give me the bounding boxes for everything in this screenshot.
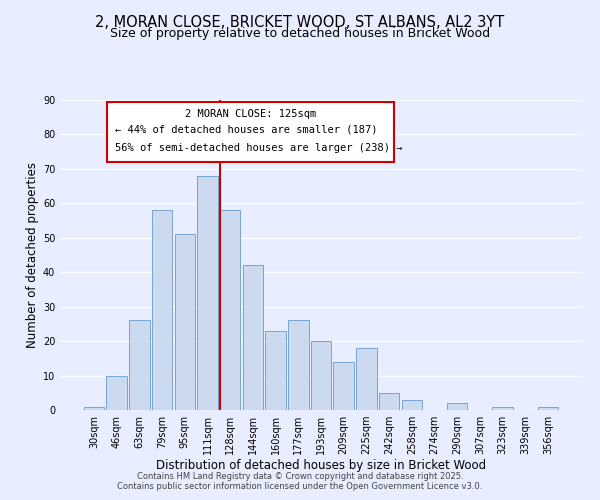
Bar [242,266,263,410]
Bar [493,406,513,410]
Bar [334,362,354,410]
Bar [401,400,422,410]
Text: 2 MORAN CLOSE: 125sqm: 2 MORAN CLOSE: 125sqm [185,110,316,120]
Bar [356,348,377,410]
Bar [175,234,195,410]
Bar [288,320,308,410]
Bar [265,331,286,410]
Bar [311,341,331,410]
Y-axis label: Number of detached properties: Number of detached properties [26,162,38,348]
Text: Size of property relative to detached houses in Bricket Wood: Size of property relative to detached ho… [110,28,490,40]
Bar [379,393,400,410]
Text: Contains HM Land Registry data © Crown copyright and database right 2025.: Contains HM Land Registry data © Crown c… [137,472,463,481]
Text: 2, MORAN CLOSE, BRICKET WOOD, ST ALBANS, AL2 3YT: 2, MORAN CLOSE, BRICKET WOOD, ST ALBANS,… [95,15,505,30]
Bar [84,406,104,410]
Bar [197,176,218,410]
Bar [538,406,558,410]
X-axis label: Distribution of detached houses by size in Bricket Wood: Distribution of detached houses by size … [156,458,486,471]
Bar [220,210,241,410]
FancyBboxPatch shape [107,102,394,162]
Text: Contains public sector information licensed under the Open Government Licence v3: Contains public sector information licen… [118,482,482,491]
Bar [152,210,172,410]
Bar [129,320,149,410]
Text: 56% of semi-detached houses are larger (238) →: 56% of semi-detached houses are larger (… [115,144,403,154]
Bar [106,376,127,410]
Bar [447,403,467,410]
Text: ← 44% of detached houses are smaller (187): ← 44% of detached houses are smaller (18… [115,125,377,135]
